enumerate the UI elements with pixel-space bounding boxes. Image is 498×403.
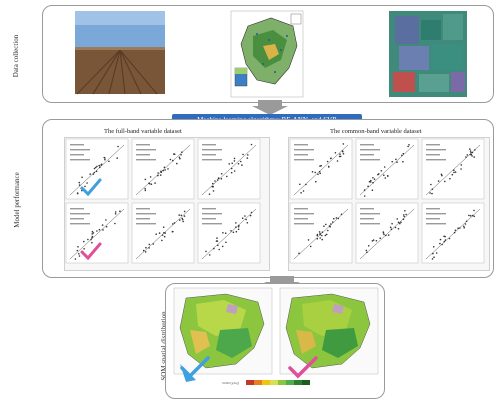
data-collection-images (75, 10, 467, 98)
data-collection-label: Data collection (12, 34, 20, 78)
common-band-plot-group (288, 137, 490, 271)
check-icon-pink-map (288, 356, 318, 379)
check-icon-blue-map (180, 356, 210, 379)
som-legend-label: SOM (g/kg) (222, 381, 240, 385)
som-map-left (173, 287, 273, 382)
full-band-dataset-title: The full-band variable dataset (104, 128, 182, 135)
study-area-map (230, 10, 304, 98)
down-arrow-icon (252, 100, 288, 115)
satellite-image (389, 11, 467, 97)
common-band-dataset-title: The common-band variable dataset (330, 128, 422, 135)
model-performance-label: Model performance (13, 172, 21, 228)
som-map-right (279, 287, 379, 375)
farmland-photo (75, 11, 165, 95)
som-distribution-panel: SOM (g/kg) (165, 283, 385, 399)
som-color-legend (246, 380, 310, 385)
data-collection-panel (42, 5, 494, 103)
som-maps (173, 287, 379, 385)
full-band-plot-group (64, 137, 270, 271)
